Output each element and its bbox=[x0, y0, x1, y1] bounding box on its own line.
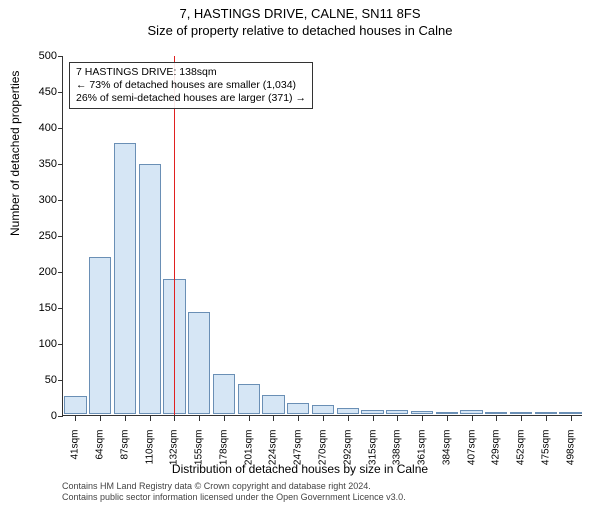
y-tick-mark bbox=[58, 128, 63, 129]
x-tick-mark bbox=[546, 416, 547, 421]
histogram-bar bbox=[89, 257, 111, 414]
x-tick-mark bbox=[521, 416, 522, 421]
x-tick-mark bbox=[199, 416, 200, 421]
x-tick-mark bbox=[348, 416, 349, 421]
y-tick-mark bbox=[58, 308, 63, 309]
plot-box: 05010015020025030035040045050041sqm64sqm… bbox=[62, 56, 582, 416]
x-tick-mark bbox=[298, 416, 299, 421]
y-tick-label: 350 bbox=[23, 158, 57, 170]
y-tick-mark bbox=[58, 272, 63, 273]
x-axis-label: Distribution of detached houses by size … bbox=[0, 462, 600, 476]
page-subtitle: Size of property relative to detached ho… bbox=[0, 23, 600, 38]
y-tick-mark bbox=[58, 416, 63, 417]
histogram-bar bbox=[213, 374, 235, 414]
y-tick-mark bbox=[58, 164, 63, 165]
annotation-box: 7 HASTINGS DRIVE: 138sqm← 73% of detache… bbox=[69, 62, 313, 109]
histogram-bar bbox=[510, 412, 532, 414]
histogram-bar bbox=[386, 410, 408, 414]
histogram-bar bbox=[262, 395, 284, 414]
histogram-bar bbox=[361, 410, 383, 414]
y-tick-label: 250 bbox=[23, 230, 57, 242]
y-tick-label: 50 bbox=[23, 374, 57, 386]
histogram-bar bbox=[114, 143, 136, 414]
histogram-bar bbox=[139, 164, 161, 414]
histogram-bar bbox=[238, 384, 260, 414]
x-tick-mark bbox=[447, 416, 448, 421]
y-tick-mark bbox=[58, 200, 63, 201]
histogram-bar bbox=[535, 412, 557, 414]
annotation-line: ← 73% of detached houses are smaller (1,… bbox=[76, 79, 306, 92]
x-tick-mark bbox=[422, 416, 423, 421]
x-tick-mark bbox=[150, 416, 151, 421]
histogram-bar bbox=[312, 405, 334, 414]
credits-line2: Contains public sector information licen… bbox=[62, 492, 406, 502]
histogram-bar bbox=[64, 396, 86, 414]
y-tick-label: 450 bbox=[23, 86, 57, 98]
x-tick-mark bbox=[571, 416, 572, 421]
y-tick-label: 300 bbox=[23, 194, 57, 206]
annotation-line: 7 HASTINGS DRIVE: 138sqm bbox=[76, 66, 306, 79]
y-tick-label: 200 bbox=[23, 266, 57, 278]
y-tick-label: 100 bbox=[23, 338, 57, 350]
y-tick-label: 400 bbox=[23, 122, 57, 134]
histogram-bar bbox=[436, 412, 458, 414]
reference-line bbox=[174, 56, 175, 415]
annotation-line: 26% of semi-detached houses are larger (… bbox=[76, 92, 306, 105]
credits-line1: Contains HM Land Registry data © Crown c… bbox=[62, 481, 406, 491]
histogram-bar bbox=[485, 412, 507, 414]
chart-area: 05010015020025030035040045050041sqm64sqm… bbox=[62, 56, 582, 416]
y-tick-mark bbox=[58, 380, 63, 381]
histogram-bar bbox=[337, 408, 359, 414]
histogram-bar bbox=[559, 412, 581, 414]
histogram-bar bbox=[411, 411, 433, 414]
y-tick-mark bbox=[58, 344, 63, 345]
x-tick-mark bbox=[397, 416, 398, 421]
x-tick-mark bbox=[75, 416, 76, 421]
histogram-bar bbox=[287, 403, 309, 414]
x-tick-mark bbox=[249, 416, 250, 421]
x-tick-mark bbox=[373, 416, 374, 421]
y-tick-mark bbox=[58, 56, 63, 57]
x-tick-mark bbox=[125, 416, 126, 421]
y-tick-mark bbox=[58, 236, 63, 237]
x-tick-mark bbox=[496, 416, 497, 421]
x-tick-mark bbox=[174, 416, 175, 421]
page-title: 7, HASTINGS DRIVE, CALNE, SN11 8FS bbox=[0, 6, 600, 21]
histogram-bar bbox=[188, 312, 210, 414]
x-tick-mark bbox=[273, 416, 274, 421]
x-tick-mark bbox=[100, 416, 101, 421]
y-tick-label: 500 bbox=[23, 50, 57, 62]
x-tick-mark bbox=[472, 416, 473, 421]
y-tick-label: 150 bbox=[23, 302, 57, 314]
credits: Contains HM Land Registry data © Crown c… bbox=[62, 481, 406, 502]
y-tick-label: 0 bbox=[23, 410, 57, 422]
y-tick-mark bbox=[58, 92, 63, 93]
x-tick-mark bbox=[323, 416, 324, 421]
histogram-bar bbox=[460, 410, 482, 414]
y-axis-label: Number of detached properties bbox=[8, 71, 22, 236]
x-tick-mark bbox=[224, 416, 225, 421]
